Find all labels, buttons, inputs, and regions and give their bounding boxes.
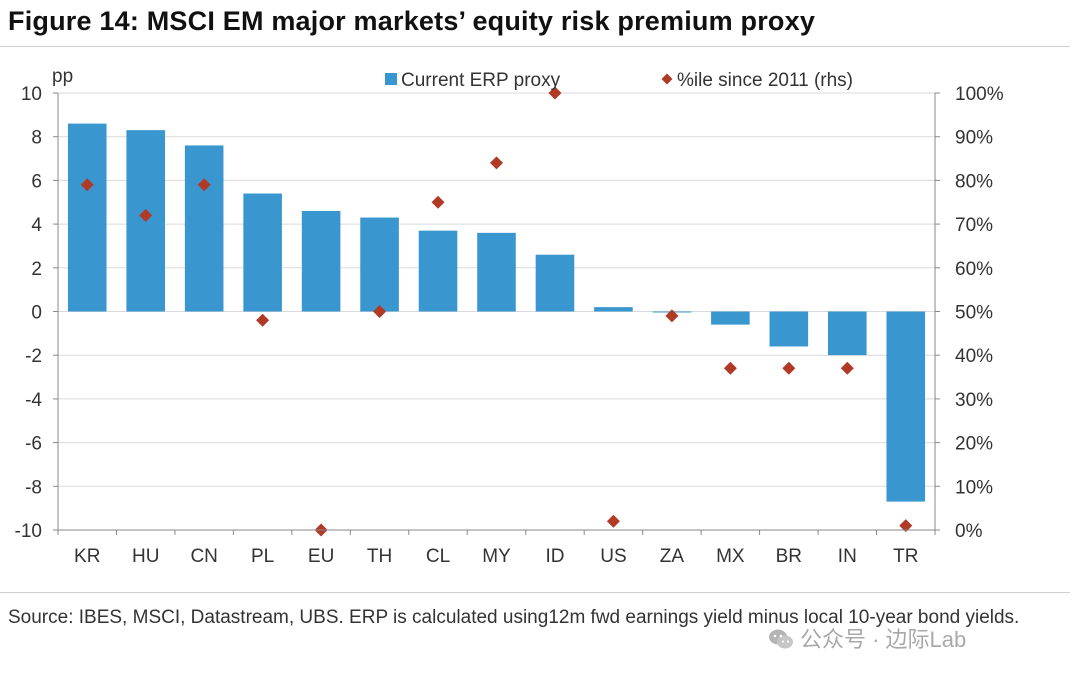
bar-cl [418,230,458,312]
category-label: MY [482,546,511,567]
category-label: CL [426,546,450,567]
category-label: TH [367,546,392,567]
right-axis-ticks: 100% 90% 80% 70% 60% 50% 40% 30% 20% 10% 0% [955,84,1004,542]
bar-th [360,217,399,312]
marker-in [840,361,854,375]
category-label: PL [251,546,274,567]
footer-divider [0,592,1070,593]
right-tick-label: 20% [955,434,993,455]
marker-za [665,309,679,323]
watermark-text: 公众号 · 边际Lab [800,627,967,652]
wechat-icon [769,629,793,649]
right-tick-label: 80% [955,171,993,192]
category-label: US [600,546,626,567]
marker-hu [139,208,153,222]
bar-br [769,311,809,347]
bar-mx [711,311,750,325]
category-label: ID [545,546,564,567]
bar-us [594,307,633,312]
bar-kr [67,123,107,312]
left-tick-label: -8 [25,477,42,498]
left-tick-label: -2 [25,346,42,367]
left-axis-unit: pp [52,66,73,87]
left-axis-ticks: 10 8 6 4 2 0 -2 -4 -6 -8 -10 [15,84,43,542]
bar-pl [243,193,282,312]
source-note: Source: IBES, MSCI, Datastream, UBS. ERP… [8,607,1020,628]
axes [53,92,940,535]
right-tick-label: 40% [955,346,993,367]
legend-bar-swatch [385,73,397,85]
marker-cl [431,195,445,209]
bar-series [67,123,926,502]
category-label: CN [190,546,217,567]
category-label: MX [716,546,745,567]
right-tick-label: 100% [955,84,1004,105]
watermark: 公众号 · 边际Lab [768,622,966,654]
left-tick-label: -4 [25,390,42,411]
left-tick-label: -10 [15,521,42,542]
left-tick-label: -6 [25,434,42,455]
left-tick-label: 6 [31,171,42,192]
legend-marker-swatch [661,73,673,85]
category-label: HU [132,546,159,567]
legend-marker-label: %ile since 2011 (rhs) [677,70,853,91]
left-tick-label: 0 [31,303,42,324]
right-tick-label: 70% [955,215,993,236]
right-tick-label: 30% [955,390,993,411]
marker-th [373,305,387,318]
category-labels: KR HU CN PL EU TH CL MY ID US ZA MX BR IN TR [74,546,918,567]
legend: Current ERP proxy %ile since 2011 (rhs) [385,70,853,91]
bar-eu [301,210,341,312]
bar-id [535,254,575,312]
right-tick-label: 10% [955,477,993,498]
marker-kr [80,178,94,192]
erp-chart: 10 8 6 4 2 0 -2 -4 -6 -8 -10 100% 90% 80% 70% 60% 50% 40… [15,66,1004,567]
category-label: BR [776,546,802,567]
bar-cn [184,145,224,312]
bar-in [828,311,867,356]
left-tick-label: 10 [21,84,42,105]
category-label: TR [893,546,918,567]
bar-my [477,232,516,312]
title-divider [0,46,1070,47]
left-tick-label: 4 [31,215,42,236]
marker-id [548,86,562,100]
marker-cn [197,178,211,192]
right-tick-label: 60% [955,259,993,280]
category-label: ZA [660,546,685,567]
right-tick-label: 50% [955,303,993,324]
marker-pl [256,313,270,327]
category-label: KR [74,546,100,567]
marker-us [606,514,620,528]
marker-br [782,361,796,375]
marker-my [490,156,503,170]
marker-tr [899,519,913,533]
left-tick-label: 8 [31,128,42,149]
bar-tr [886,311,926,502]
right-tick-label: 90% [955,128,993,149]
right-tick-label: 0% [955,521,983,542]
legend-bar-label: Current ERP proxy [401,70,561,91]
figure-title: Figure 14: MSCI EM major markets’ equity… [8,6,816,36]
category-label: EU [308,546,334,567]
marker-mx [723,361,737,375]
category-label: IN [838,546,857,567]
left-tick-label: 2 [31,259,42,280]
